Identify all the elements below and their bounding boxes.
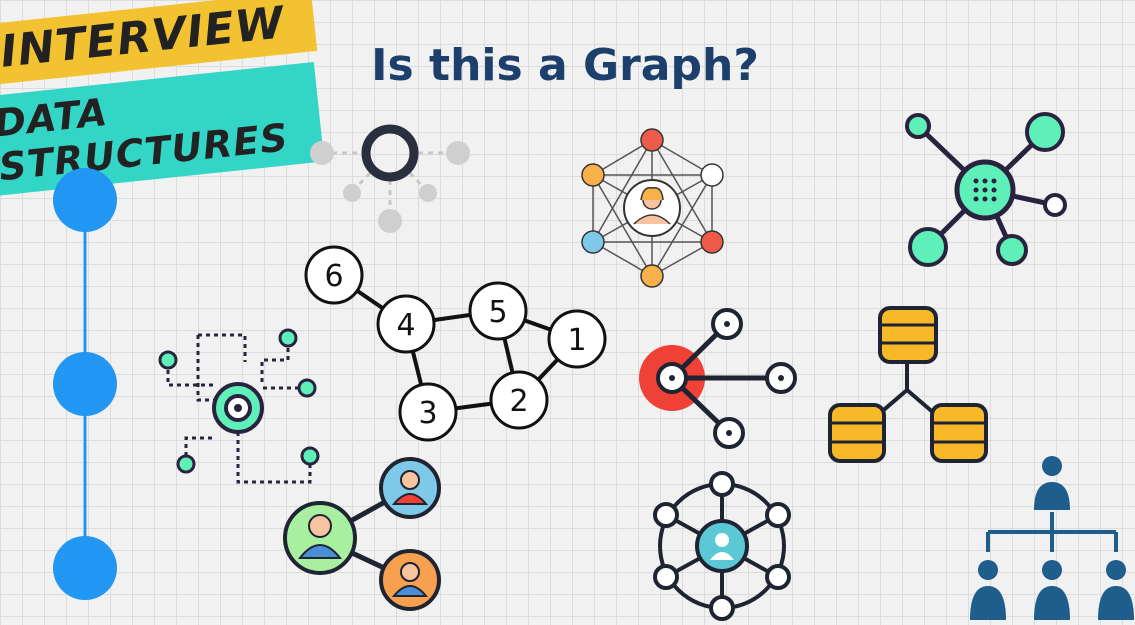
social-network-icon — [581, 128, 724, 288]
mint-network-icon — [905, 112, 1067, 267]
circuit-hub-icon — [158, 328, 320, 484]
graph-node — [376, 294, 436, 354]
node-label: 2 — [509, 384, 528, 419]
node-label: 6 — [324, 259, 343, 294]
org-chart-icon — [970, 456, 1134, 620]
graph-node — [489, 370, 549, 430]
graph-node — [547, 309, 607, 369]
database-tree-icon — [828, 306, 988, 463]
graph-node — [398, 382, 458, 442]
graph-node — [468, 281, 528, 341]
node-label: 5 — [488, 295, 507, 330]
node-label: 4 — [396, 308, 415, 343]
ring-network-icon — [653, 471, 791, 621]
node-label: 3 — [418, 396, 437, 431]
numbered-graph-icon: 6 4 5 1 3 2 — [304, 245, 607, 442]
people-network-icon — [283, 457, 441, 611]
linked-list-icon — [53, 168, 117, 600]
red-tree-icon — [639, 308, 797, 449]
node-label: 1 — [567, 323, 586, 358]
grey-hub-icon — [310, 124, 470, 233]
page-title: Is this a Graph? — [371, 40, 759, 91]
graph-node — [304, 245, 364, 305]
